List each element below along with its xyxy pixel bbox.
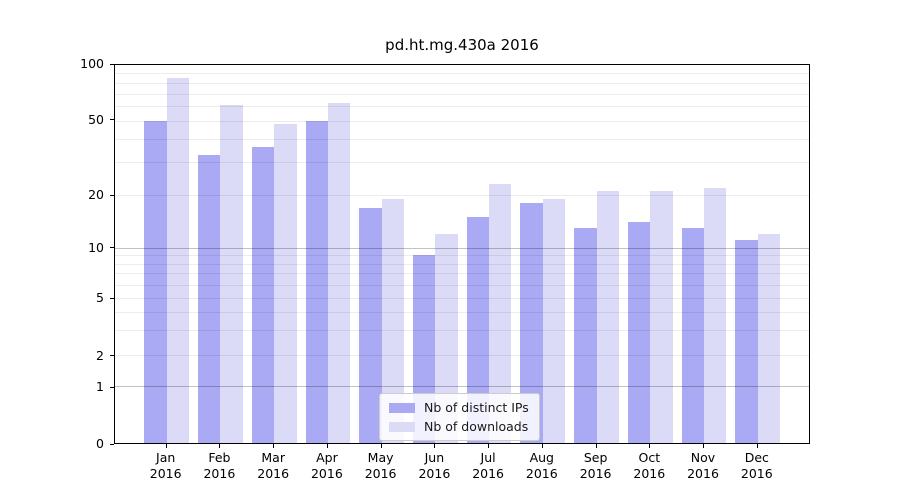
- y-tick-label-2: 2: [96, 347, 104, 363]
- x-tick-label-feb: Feb 2016: [203, 450, 236, 481]
- x-tick-mark-oct: [649, 444, 651, 448]
- bar-ips-jul: [466, 217, 490, 443]
- bar-ips-feb: [198, 154, 221, 443]
- y-tick-mark-10: [110, 247, 114, 248]
- x-tick-mark-jul: [488, 444, 490, 448]
- x-tick-label-oct: Oct 2016: [633, 450, 666, 481]
- bar-downloads-mar: [274, 123, 297, 443]
- bar-downloads-jun: [435, 233, 458, 443]
- bar-ips-nov: [681, 227, 704, 443]
- x-tick-mark-sep: [595, 444, 597, 448]
- bar-downloads-apr: [327, 103, 351, 443]
- bar-ips-may: [359, 207, 382, 443]
- y-tick-label-5: 5: [96, 290, 104, 306]
- x-tick-label-mar: Mar 2016: [257, 450, 290, 481]
- legend-swatch-distinct-ips: [389, 402, 415, 413]
- bars-layer: [115, 65, 809, 443]
- y-tick-label-0: 0: [96, 436, 104, 451]
- x-tick-mark-may: [380, 444, 382, 448]
- legend-label-distinct-ips: Nb of distinct IPs: [424, 400, 529, 415]
- legend-swatch-downloads: [389, 421, 415, 432]
- y-tick-mark-1: [110, 386, 114, 388]
- x-tick-label-jan: Jan 2016: [149, 450, 182, 481]
- y-tick-mark-0: [110, 443, 114, 445]
- x-tick-label-dec: Dec 2016: [740, 450, 773, 481]
- x-tick-mark-jan: [165, 444, 167, 448]
- y-tick-label-1: 1: [96, 379, 104, 394]
- x-tick-label-apr: Apr 2016: [310, 450, 343, 481]
- bar-ips-apr: [305, 120, 328, 443]
- y-tick-label-100: 100: [80, 56, 104, 71]
- bar-downloads-aug: [542, 199, 566, 443]
- x-tick-mark-dec: [756, 444, 758, 448]
- x-tick-label-aug: Aug 2016: [525, 450, 558, 481]
- x-tick-label-sep: Sep 2016: [579, 450, 612, 481]
- bar-downloads-oct: [650, 191, 673, 443]
- x-tick-label-jun: Jun 2016: [418, 450, 451, 481]
- x-tick-mark-mar: [273, 444, 275, 448]
- bar-downloads-feb: [220, 104, 243, 443]
- x-tick-mark-feb: [219, 444, 221, 448]
- bar-ips-jan: [144, 120, 167, 443]
- y-tick-label-20: 20: [88, 187, 104, 203]
- y-tick-mark-20: [110, 194, 114, 196]
- bar-downloads-dec: [757, 233, 781, 443]
- x-tick-mark-apr: [326, 444, 328, 448]
- bar-ips-dec: [735, 240, 758, 443]
- bar-downloads-jan: [166, 78, 190, 443]
- bar-ips-mar: [251, 147, 275, 443]
- y-tick-mark-100: [110, 63, 114, 65]
- bar-ips-sep: [574, 227, 597, 443]
- bar-downloads-may: [381, 199, 404, 443]
- bar-ips-aug: [520, 203, 543, 443]
- x-tick-label-jul: Jul 2016: [472, 450, 504, 481]
- x-tick-label-nov: Nov 2016: [687, 450, 719, 481]
- plot-area: Nb of distinct IPs Nb of downloads: [114, 64, 810, 444]
- y-tick-label-10: 10: [88, 239, 104, 255]
- bar-downloads-jul: [489, 184, 512, 443]
- y-tick-mark-50: [110, 119, 114, 121]
- y-tick-label-50: 50: [88, 111, 104, 127]
- legend: Nb of distinct IPs Nb of downloads: [379, 393, 540, 441]
- y-tick-mark-5: [110, 297, 114, 299]
- x-tick-mark-aug: [541, 444, 543, 448]
- bar-ips-oct: [627, 222, 651, 443]
- bar-downloads-nov: [704, 187, 727, 443]
- chart-title: pd.ht.mg.430a 2016: [385, 36, 539, 54]
- legend-label-downloads: Nb of downloads: [424, 419, 529, 434]
- x-tick-mark-jun: [434, 444, 436, 448]
- x-tick-mark-nov: [703, 444, 704, 448]
- legend-item-downloads: Nb of downloads: [389, 419, 529, 434]
- x-tick-label-may: May 2016: [364, 450, 397, 481]
- y-tick-mark-2: [110, 355, 114, 357]
- bar-downloads-sep: [596, 191, 619, 443]
- legend-item-distinct-ips: Nb of distinct IPs: [389, 400, 529, 415]
